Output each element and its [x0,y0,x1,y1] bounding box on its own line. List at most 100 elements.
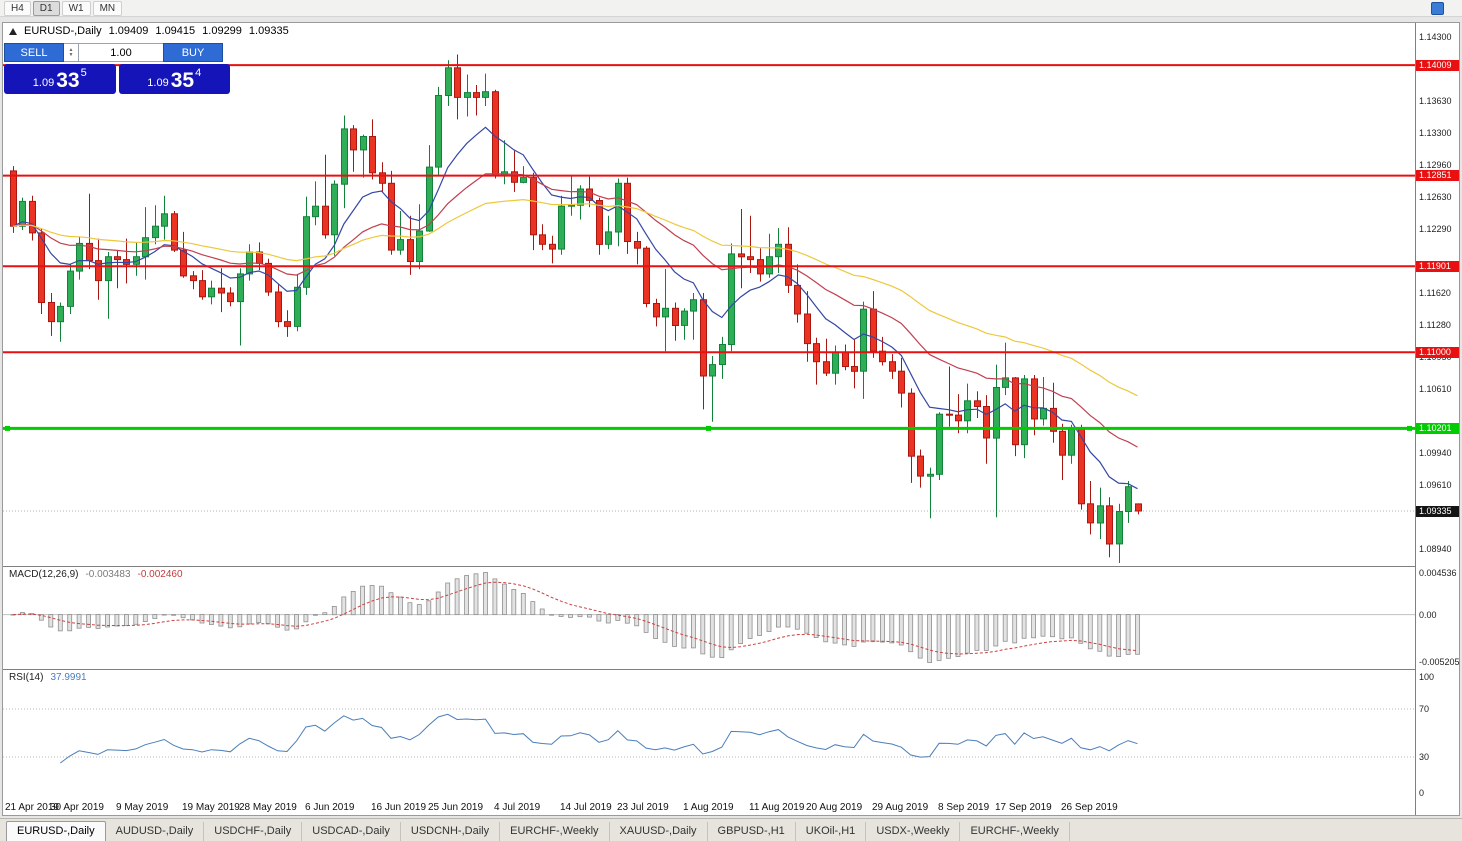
ohlc-low: 1.09299 [202,25,242,37]
time-axis-label: 28 May 2019 [239,802,297,813]
macd-panel[interactable] [3,567,1415,669]
ma-lines [12,126,1138,490]
macd-histogram [10,572,1140,663]
macd-svg[interactable] [3,567,1415,669]
volume-input[interactable] [79,43,163,62]
price-tick-label: 1.12960 [1419,160,1452,170]
rsi-line [60,713,1138,764]
price-tick-label: 1.12290 [1419,224,1452,234]
sell-button[interactable]: SELL [4,43,64,62]
sell-price-big: 33 [56,69,80,92]
sell-price-button[interactable]: 1.09 33 5 [4,64,116,94]
chart-tab[interactable]: USDCAD-,Daily [302,822,401,841]
ma-10-line [12,126,1138,490]
volume-spinner: ▲ ▼ [64,43,79,62]
chart-tab[interactable]: USDCHF-,Daily [204,822,303,841]
price-line-label: 1.14009 [1416,60,1459,71]
macd-signal-value: -0.002460 [137,569,183,580]
price-tick-label: 1.10610 [1419,384,1452,394]
time-axis-label: 16 Jun 2019 [371,802,427,813]
ma-25-line [12,173,1138,448]
buy-price-button[interactable]: 1.09 35 4 [118,64,230,94]
price-tick-label: 1.14300 [1419,32,1452,42]
timeframe-toolbar: H4 D1 W1 MN [0,0,1462,17]
time-axis-label: 21 Apr 2019 [5,802,59,813]
toolbar-right [1431,2,1444,15]
chart-tab[interactable]: EURCHF-,Weekly [960,822,1070,841]
time-axis-label: 23 Jul 2019 [617,802,669,813]
chart-tab[interactable]: UKOil-,H1 [796,822,867,841]
price-chart-svg[interactable] [3,23,1415,566]
macd-indicator-label: MACD(12,26,9) -0.003483 -0.002460 [9,569,183,580]
rsi-axis-label: 70 [1419,704,1430,714]
price-tick-label: 1.13300 [1419,128,1452,138]
price-tick-label: 1.11620 [1419,288,1451,298]
hline-handle [5,425,10,431]
macd-separator[interactable] [3,566,1459,567]
time-axis-label: 11 Aug 2019 [749,802,805,813]
chart-tab[interactable]: AUDUSD-,Daily [106,822,205,841]
price-chart[interactable] [3,23,1415,566]
price-line-label: 1.11901 [1416,261,1459,272]
rsi-panel[interactable] [3,670,1415,799]
ohlc-high: 1.09415 [155,25,196,37]
rsi-indicator-label: RSI(14) 37.9991 [9,672,87,683]
buy-price-sup: 4 [195,67,202,79]
price-line-label: 1.11000 [1416,347,1459,358]
price-tick-label: 1.09940 [1419,448,1452,458]
volume-up-button[interactable]: ▲ [68,46,74,53]
volume-down-button[interactable]: ▼ [68,51,74,58]
time-axis-label: 29 Aug 2019 [872,802,929,813]
ohlc-close: 1.09335 [248,25,289,37]
time-axis-label: 6 Jun 2019 [305,802,355,813]
timeframe-button-d1[interactable]: D1 [32,0,60,16]
candlesticks [10,54,1142,563]
buy-button[interactable]: BUY [163,43,223,62]
trade-panel-row1: SELL ▲ ▼ BUY [4,43,230,62]
chart-tab[interactable]: XAUUSD-,Daily [610,822,708,841]
chart-tab[interactable]: GBPUSD-,H1 [708,822,796,841]
horizontal-lines[interactable] [3,64,1415,431]
rsi-name: RSI(14) [9,672,44,683]
rsi-axis-label: 30 [1419,752,1430,762]
price-axis[interactable]: 1.14300 1.13630 1.13300 1.12960 1.12630 1.122… [1415,23,1459,815]
chart-up-triangle-icon [9,27,17,35]
time-axis-label: 19 May 2019 [182,802,240,813]
chart-tab[interactable]: EURCHF-,Weekly [500,822,610,841]
rsi-axis-label: 100 [1419,672,1435,682]
current-price-label: 1.09335 [1416,506,1459,517]
chart-tab-bar: EURUSD-,Daily AUDUSD-,Daily USDCHF-,Daily U… [0,818,1462,841]
time-axis[interactable]: 21 Apr 2019 30 Apr 2019 9 May 2019 19 May 2… [3,800,1415,815]
timeframe-button-w1[interactable]: W1 [61,0,91,16]
timeframe-button-h4[interactable]: H4 [4,0,31,16]
chart-window-icon[interactable] [1431,2,1444,15]
price-line-label: 1.12851 [1416,170,1459,181]
hline-handle [706,425,711,431]
price-tick-label: 1.13630 [1419,96,1452,106]
price-tick-label: 1.11280 [1419,320,1451,330]
rsi-svg[interactable] [3,670,1415,799]
time-axis-label: 20 Aug 2019 [806,802,863,813]
macd-axis-label: -0.005205 [1419,657,1460,667]
chart-tab[interactable]: USDX-,Weekly [866,822,961,841]
price-tick-label: 1.09610 [1419,480,1452,490]
rsi-separator[interactable] [3,669,1459,670]
time-axis-label: 9 May 2019 [116,802,169,813]
chart-window: 21 Apr 2019 30 Apr 2019 9 May 2019 19 May 2… [2,22,1460,816]
chart-tab[interactable]: USDCNH-,Daily [401,822,501,841]
time-axis-label: 1 Aug 2019 [683,802,734,813]
sell-price-sup: 5 [80,67,87,79]
price-tick-label: 1.12630 [1419,192,1452,202]
time-axis-label: 17 Sep 2019 [995,802,1052,813]
macd-signal-line [12,581,1138,655]
macd-name: MACD(12,26,9) [9,569,79,580]
chart-symbol-period: EURUSD-,Daily [24,25,102,37]
macd-main-value: -0.003483 [85,569,131,580]
chart-tab[interactable]: EURUSD-,Daily [6,821,106,841]
time-axis-label: 4 Jul 2019 [494,802,541,813]
time-axis-label: 26 Sep 2019 [1061,802,1118,813]
timeframe-button-mn[interactable]: MN [92,0,123,16]
timeframe-buttons: H4 D1 W1 MN [4,0,124,16]
trade-panel-row2: 1.09 33 5 1.09 35 4 [4,64,230,94]
ohlc-open: 1.09409 [108,25,149,37]
